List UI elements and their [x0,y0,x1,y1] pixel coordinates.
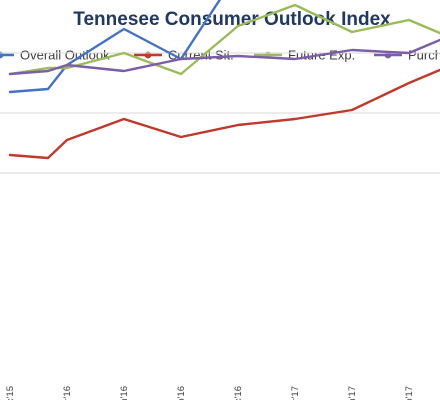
series-lines [8,0,440,160]
x-tick-label: Dec'15 [5,386,16,400]
series-line-current-sit [8,68,440,160]
series-line-overall-outlook [8,0,222,94]
series-line-purchasing [8,38,440,76]
x-axis-tick-labels: Dec'15 Mar'16 Jun'16 Sep'16 Dec'16 Mar'17 Jun'… [5,386,415,400]
x-tick-label: Mar'16 [62,386,73,400]
gridlines [0,52,440,174]
x-tick-label: Jun'16 [119,386,130,400]
x-tick-label: Dec'16 [233,386,244,400]
legend: Overall Outlook Current Sit. Future Exp. Pu… [0,48,440,63]
x-tick-label: Mar'17 [290,386,301,400]
x-tick-label: Sep'16 [176,386,187,400]
x-tick-label: Sep'17 [404,386,415,400]
chart-title: Tennesee Consumer Outlook Index [73,9,391,30]
x-tick-label: Jun'17 [347,386,358,400]
legend-label: Purchasing [408,48,440,63]
series-line-future-exp [8,3,440,76]
